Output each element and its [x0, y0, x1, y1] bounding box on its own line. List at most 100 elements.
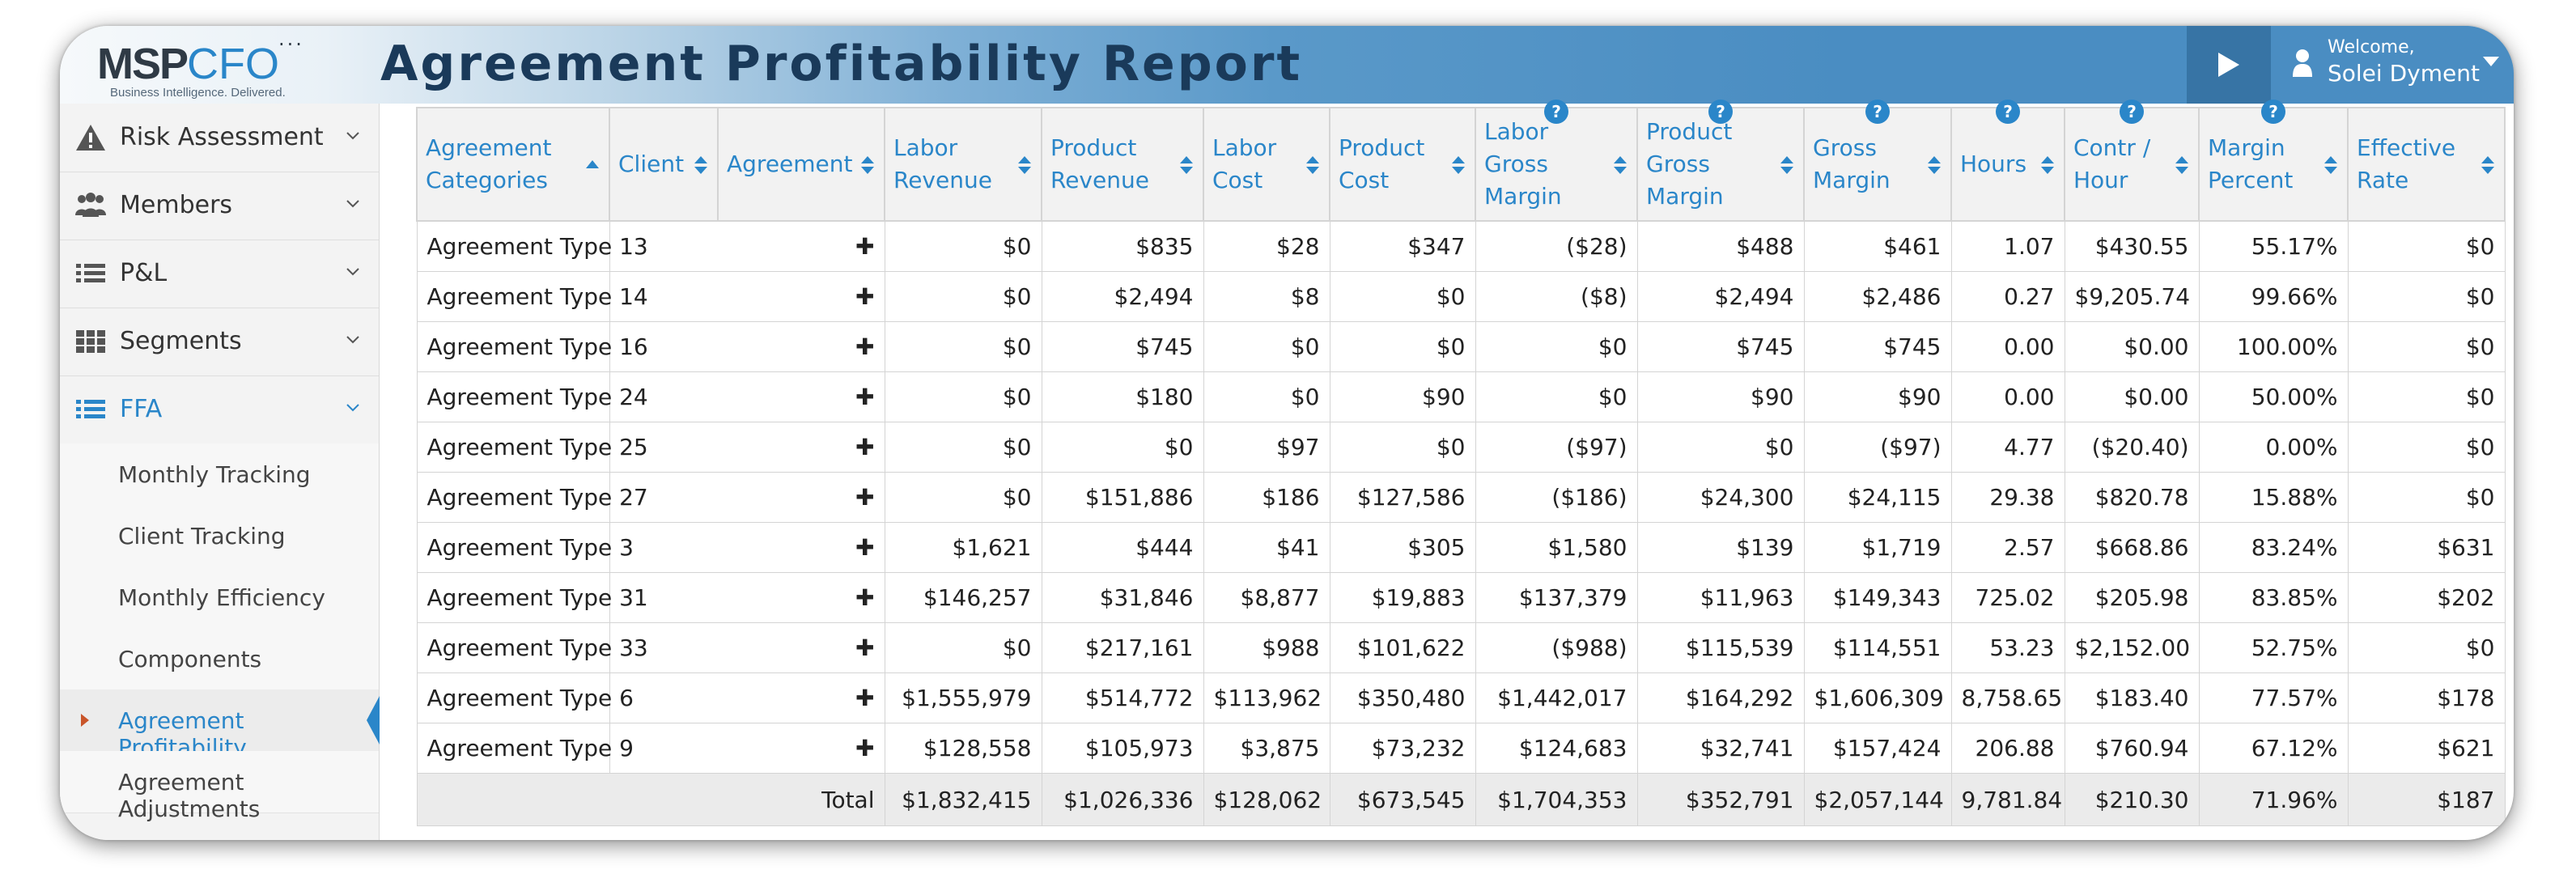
- sort-icon[interactable]: [1780, 155, 1793, 175]
- table-cell: $0: [2347, 422, 2506, 473]
- sidebar-subitem-agreement-adjustments[interactable]: Agreement Adjustments: [60, 751, 379, 822]
- column-header[interactable]: Agreement Categories: [416, 107, 610, 222]
- user-menu[interactable]: Welcome, Solei Dyment: [2274, 26, 2514, 104]
- sidebar-subitem-label: Components: [118, 646, 262, 672]
- expand-plus-icon[interactable]: ✚: [855, 283, 875, 310]
- total-cell: $128,062: [1203, 773, 1330, 826]
- sidebar-subitem-label: Agreement Profitability: [118, 707, 247, 761]
- column-header[interactable]: ? Product Gross Margin: [1636, 100, 1805, 222]
- sidebar-item-pl[interactable]: P&L: [60, 240, 379, 308]
- column-header-label: Agreement Categories: [426, 134, 552, 193]
- sort-icon[interactable]: [861, 155, 874, 175]
- welcome-text: Welcome,: [2328, 37, 2415, 57]
- table-cell: $2,486: [1803, 271, 1952, 322]
- sidebar-subitem-components[interactable]: Components: [60, 628, 379, 690]
- expand-plus-icon[interactable]: ✚: [855, 233, 875, 260]
- column-header[interactable]: Product Revenue: [1041, 107, 1204, 222]
- sidebar-item-risk-assessment[interactable]: Risk Assessment: [60, 104, 379, 172]
- column-header-label: Labor Gross Margin: [1484, 118, 1562, 210]
- column-header[interactable]: Effective Rate: [2347, 107, 2506, 222]
- agreement-category-cell: Agreement Type 31: [416, 572, 648, 623]
- table-cell: $0: [1475, 321, 1638, 372]
- table-cell: $350,480: [1329, 672, 1476, 723]
- table-cell: $90: [1636, 371, 1805, 422]
- table-cell: $8: [1203, 271, 1330, 322]
- sort-icon[interactable]: [1452, 155, 1465, 175]
- sort-icon[interactable]: [1614, 155, 1627, 175]
- sort-icon[interactable]: [694, 155, 707, 175]
- column-header[interactable]: ? Margin Percent: [2198, 100, 2349, 222]
- expand-row-cell: ✚: [609, 422, 885, 473]
- table-cell: $41: [1203, 522, 1330, 573]
- table-cell: $217,161: [1041, 622, 1204, 673]
- table-cell: 77.57%: [2198, 672, 2349, 723]
- expand-plus-icon[interactable]: ✚: [855, 384, 875, 410]
- sort-icon[interactable]: [1180, 155, 1193, 175]
- sort-icon[interactable]: [1018, 155, 1031, 175]
- expand-plus-icon[interactable]: ✚: [855, 434, 875, 460]
- column-header[interactable]: Labor Revenue: [884, 107, 1042, 222]
- expand-plus-icon[interactable]: ✚: [855, 584, 875, 611]
- sidebar-item-label: Segments: [120, 327, 242, 355]
- play-button[interactable]: [2187, 26, 2271, 104]
- sidebar-subitem-monthly-tracking[interactable]: Monthly Tracking: [60, 443, 379, 506]
- sidebar-item-label: Members: [120, 191, 233, 219]
- sidebar-subitem-client-tracking[interactable]: Client Tracking: [60, 505, 379, 567]
- column-header-label: Labor Cost: [1212, 134, 1277, 193]
- help-icon[interactable]: ?: [2260, 99, 2286, 125]
- table-cell: $2,494: [1636, 271, 1805, 322]
- help-icon[interactable]: ?: [2119, 99, 2145, 125]
- column-header[interactable]: ? Gross Margin: [1803, 100, 1952, 222]
- expand-plus-icon[interactable]: ✚: [855, 534, 875, 561]
- table-cell: 50.00%: [2198, 371, 2349, 422]
- expand-plus-icon[interactable]: ✚: [855, 685, 875, 711]
- table-cell: ($186): [1475, 472, 1638, 523]
- sidebar-subitem-agreement-profitability[interactable]: Agreement Profitability: [60, 689, 380, 761]
- sort-asc-icon[interactable]: [586, 155, 599, 175]
- column-header-label: Hours: [1960, 151, 2027, 177]
- table-cell: 8,758.65: [1950, 672, 2065, 723]
- expand-plus-icon[interactable]: ✚: [855, 484, 875, 511]
- help-icon[interactable]: ?: [1543, 99, 1569, 125]
- sidebar-subitem-monthly-efficiency[interactable]: Monthly Efficiency: [60, 566, 379, 629]
- expand-plus-icon[interactable]: ✚: [855, 735, 875, 762]
- table-cell: $114,551: [1803, 622, 1952, 673]
- expand-plus-icon[interactable]: ✚: [855, 634, 875, 661]
- sort-icon[interactable]: [1306, 155, 1319, 175]
- help-icon[interactable]: ?: [1995, 99, 2021, 125]
- column-header[interactable]: ? Hours: [1950, 100, 2065, 222]
- table-cell: $1,621: [884, 522, 1042, 573]
- column-header[interactable]: ? Labor Gross Margin: [1475, 100, 1638, 222]
- sidebar-item-segments[interactable]: Segments: [60, 308, 379, 376]
- sort-icon[interactable]: [2175, 155, 2188, 175]
- grid-icon: [76, 330, 105, 353]
- help-icon[interactable]: ?: [1865, 99, 1891, 125]
- sidebar-item-ffa[interactable]: FFA: [60, 375, 379, 444]
- sort-icon[interactable]: [1928, 155, 1941, 175]
- table-cell: 1.07: [1950, 220, 2065, 272]
- column-header[interactable]: Client: [609, 107, 719, 222]
- table-cell: $0: [1329, 271, 1476, 322]
- help-icon[interactable]: ?: [1708, 99, 1734, 125]
- column-header[interactable]: Product Cost: [1329, 107, 1476, 222]
- table-cell: $97: [1203, 422, 1330, 473]
- table-cell: $1,719: [1803, 522, 1952, 573]
- column-header-label: Contr / Hour: [2073, 134, 2151, 193]
- table-cell: $444: [1041, 522, 1204, 573]
- table-cell: $988: [1203, 622, 1330, 673]
- column-header[interactable]: Labor Cost: [1203, 107, 1330, 222]
- column-header[interactable]: ? Contr / Hour: [2064, 100, 2200, 222]
- sort-icon[interactable]: [2324, 155, 2337, 175]
- column-header[interactable]: Agreement: [717, 107, 885, 222]
- top-header: ... MSPCFO Business Intelligence. Delive…: [60, 26, 2514, 104]
- agreement-category-cell: Agreement Type 13: [416, 220, 648, 272]
- sidebar-item-members[interactable]: Members: [60, 172, 379, 240]
- table-cell: $668.86: [2064, 522, 2200, 573]
- table-cell: $31,846: [1041, 572, 1204, 623]
- sort-icon[interactable]: [2041, 155, 2054, 175]
- table-cell: $430.55: [2064, 220, 2200, 272]
- table-cell: 206.88: [1950, 723, 2065, 774]
- expand-plus-icon[interactable]: ✚: [855, 333, 875, 360]
- logo[interactable]: ... MSPCFO Business Intelligence. Delive…: [60, 26, 327, 104]
- sort-icon[interactable]: [2481, 155, 2494, 175]
